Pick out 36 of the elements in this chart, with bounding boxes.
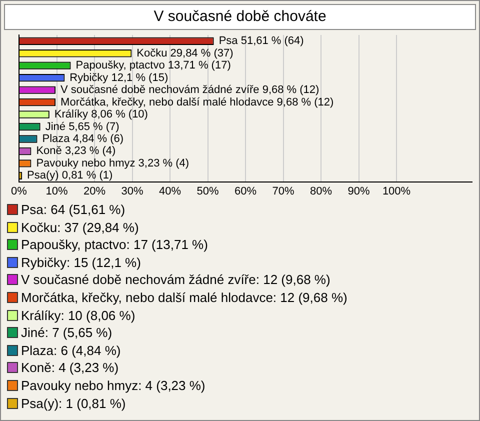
x-tick-label: 40% xyxy=(158,185,182,198)
text: Psa(y): 1 (0,81 %) xyxy=(21,396,126,411)
data-label: Papoušky, ptactvo 13,71 % (17) xyxy=(76,60,231,72)
x-tick-label: 60% xyxy=(234,185,257,198)
text: Papoušky, ptactvo: 17 (13,71 %) xyxy=(21,237,208,252)
text: Plaza: 6 (4,84 %) xyxy=(21,342,121,358)
text: Jiné: 7 (5,65 %) xyxy=(21,325,112,340)
data-label: Psa(y) 0,81 % (1) xyxy=(27,170,113,182)
x-tick-label: 0% xyxy=(11,185,28,198)
text: Psa: 64 (51,61 %) xyxy=(21,202,126,217)
text: V současné době nechovám žádné zvíře: 12 (9,68 %) xyxy=(21,272,330,288)
data-label: Jiné 5,65 % (7) xyxy=(45,120,120,133)
data-label: Rybičky 12,1 % (15) xyxy=(70,72,168,84)
x-tick-label: 30% xyxy=(121,185,144,198)
text: Pavouky nebo hmyz: 4 (3,23 %) xyxy=(21,378,206,393)
chart-title: V současné době chováte xyxy=(4,4,476,30)
data-label: Kočku 29,84 % (37) xyxy=(136,47,234,60)
text: Koně: 4 (3,23 %) xyxy=(21,360,119,376)
text: Králíky: 10 (8,06 %) xyxy=(21,308,136,323)
x-tick-label: 20% xyxy=(83,185,106,198)
text: Kočku: 37 (29,84 %) xyxy=(21,220,139,235)
x-tick-label: 80% xyxy=(310,185,332,198)
text: Rybičky: 15 (12,1 %) xyxy=(21,254,141,270)
data-label: Pavouky nebo hmyz 3,23 % (4) xyxy=(36,157,190,170)
x-tick-label: 70% xyxy=(272,185,294,198)
data-label: Plaza 4,84 % (6) xyxy=(42,133,124,146)
x-tick-label: 10% xyxy=(46,185,68,198)
data-label: V současné době nechovám žádné zvíře 9,68 % (12) xyxy=(60,84,320,96)
data-label: Koně 3,23 % (4) xyxy=(36,145,116,158)
x-tick-label: 50% xyxy=(196,185,219,198)
text: Morčátka, křečky, nebo další malé hlodavce: 12 (9,68 %) xyxy=(21,290,348,305)
data-label: Morčátka, křečky, nebo další malé hlodavce 9,68 % (12) xyxy=(60,96,334,108)
x-tick-label: 90% xyxy=(348,185,370,198)
data-label: Králíky 8,06 % (10) xyxy=(54,108,148,121)
x-tick-label: 100% xyxy=(382,185,411,198)
data-label: Psa 51,61 % (64) xyxy=(218,35,304,48)
